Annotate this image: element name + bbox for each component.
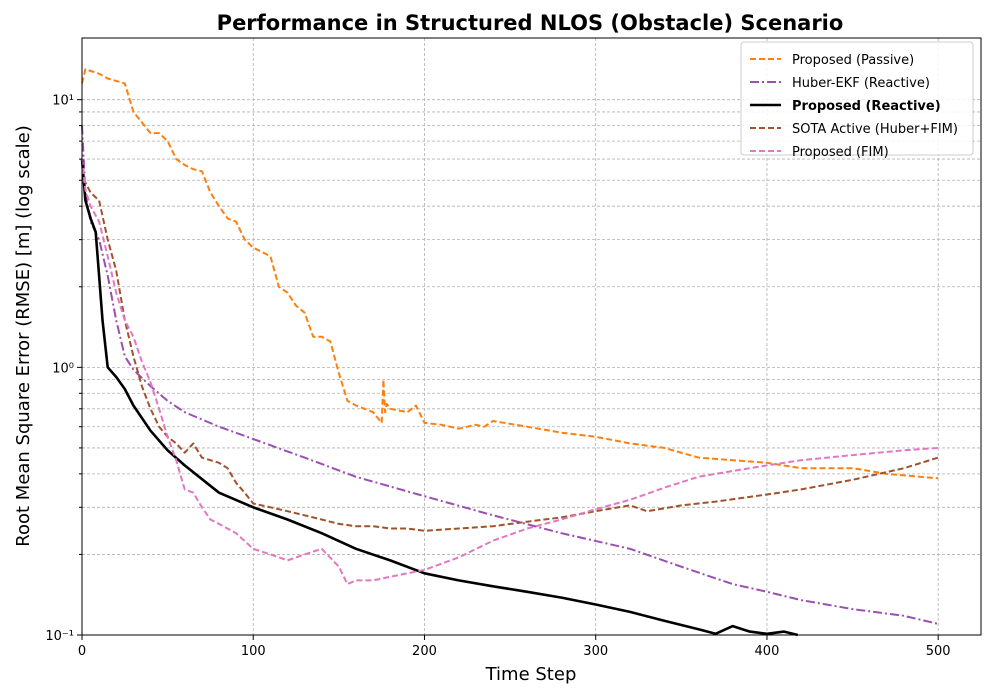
x-tick-label: 0 (78, 644, 86, 659)
series-line-3 (80, 158, 799, 637)
legend-items: Proposed (Passive) Huber-EKF (Reactive) Pr… (750, 53, 958, 160)
legend-label-3: Proposed (Reactive) (792, 99, 941, 114)
series-line-1 (81, 68, 939, 480)
x-tick-label: 500 (926, 644, 951, 659)
chart-title: Performance in Structured NLOS (Obstacle… (217, 11, 844, 35)
x-tick-label: 200 (412, 644, 437, 659)
legend: Proposed (Passive) Huber-EKF (Reactive) Pr… (740, 41, 974, 160)
series-line-2 (81, 125, 939, 625)
y-tick-label: 10⁻¹ (45, 629, 74, 644)
x-tick-label: 100 (241, 644, 266, 659)
legend-label-1: Proposed (Passive) (792, 53, 914, 68)
legend-label-4: SOTA Active (Huber+FIM) (792, 122, 958, 137)
x-tick-label: 400 (755, 644, 780, 659)
tick-layer: 0 100 200 300 400 500 10⁻¹ 10⁰ 10¹ (45, 94, 950, 659)
series-line-5 (81, 158, 939, 586)
x-tick-label: 300 (583, 644, 608, 659)
series-layer (80, 68, 939, 637)
y-axis-label: Root Mean Square Error (RMSE) [m] (log s… (13, 125, 34, 546)
plot-frame (81, 37, 982, 636)
series-line-4 (81, 179, 939, 532)
legend-label-5: Proposed (FIM) (792, 145, 889, 160)
legend-label-2: Huber-EKF (Reactive) (792, 76, 930, 91)
x-axis-label: Time Step (485, 664, 577, 685)
legend-box (740, 41, 974, 156)
y-tick-label: 10⁰ (52, 361, 74, 376)
y-tick-label: 10¹ (52, 94, 74, 109)
